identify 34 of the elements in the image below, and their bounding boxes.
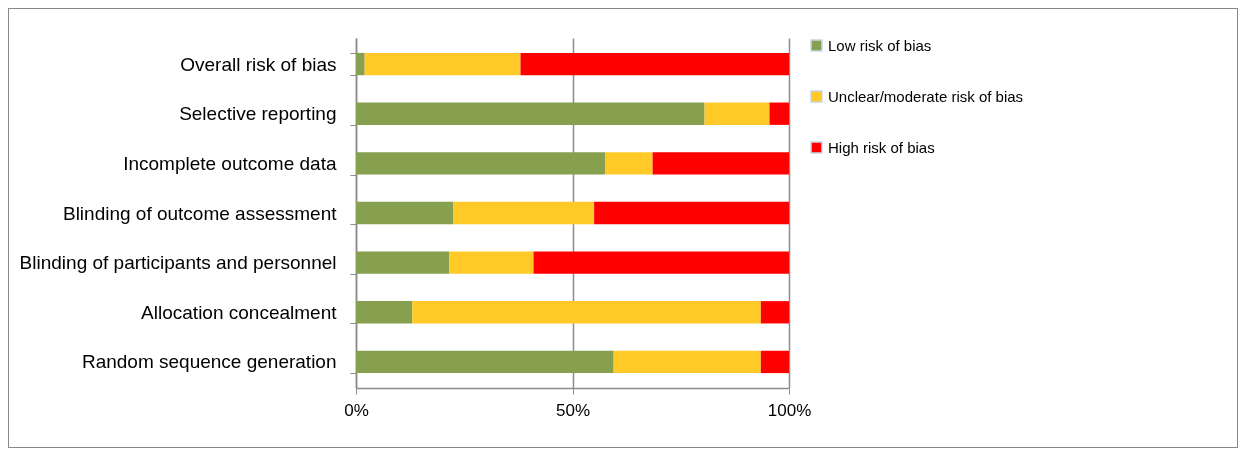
bar (604, 152, 653, 175)
y-tick-label: Blinding of outcome assessment (62, 202, 338, 224)
bar (356, 301, 413, 324)
legend-label: Low risk of bias (828, 36, 932, 54)
bar (356, 52, 365, 76)
x-tick-label: 100% (767, 400, 812, 420)
x-tick-label: 0% (344, 400, 369, 420)
legend-label: Unclear/moderate risk of bias (828, 87, 1024, 105)
y-tick-label: Incomplete outcome data (123, 152, 337, 174)
y-tick-label: Selective reporting (179, 103, 337, 125)
y-tick-label: Allocation concealment (141, 301, 338, 323)
legend-label: High risk of bias (828, 138, 935, 156)
bar (356, 201, 454, 225)
bar (760, 350, 789, 374)
bar (652, 152, 789, 175)
bar (704, 102, 770, 125)
bar (453, 201, 595, 225)
bar (449, 251, 534, 274)
bar (769, 102, 789, 125)
x-tick-label: 50% (555, 400, 591, 420)
bar (364, 52, 521, 76)
bar (356, 152, 605, 175)
bar (356, 350, 614, 374)
bar (594, 201, 789, 225)
bar (760, 301, 789, 324)
bar (613, 350, 761, 374)
bar (356, 251, 450, 274)
bar (412, 301, 761, 324)
y-tick-label: Overall risk of bias (180, 53, 337, 75)
y-tick-label: Blinding of participants and personnel (19, 252, 337, 274)
bar (533, 251, 789, 274)
y-tick-label: Random sequence generation (81, 351, 337, 373)
bar (520, 52, 789, 76)
bar (356, 102, 705, 125)
